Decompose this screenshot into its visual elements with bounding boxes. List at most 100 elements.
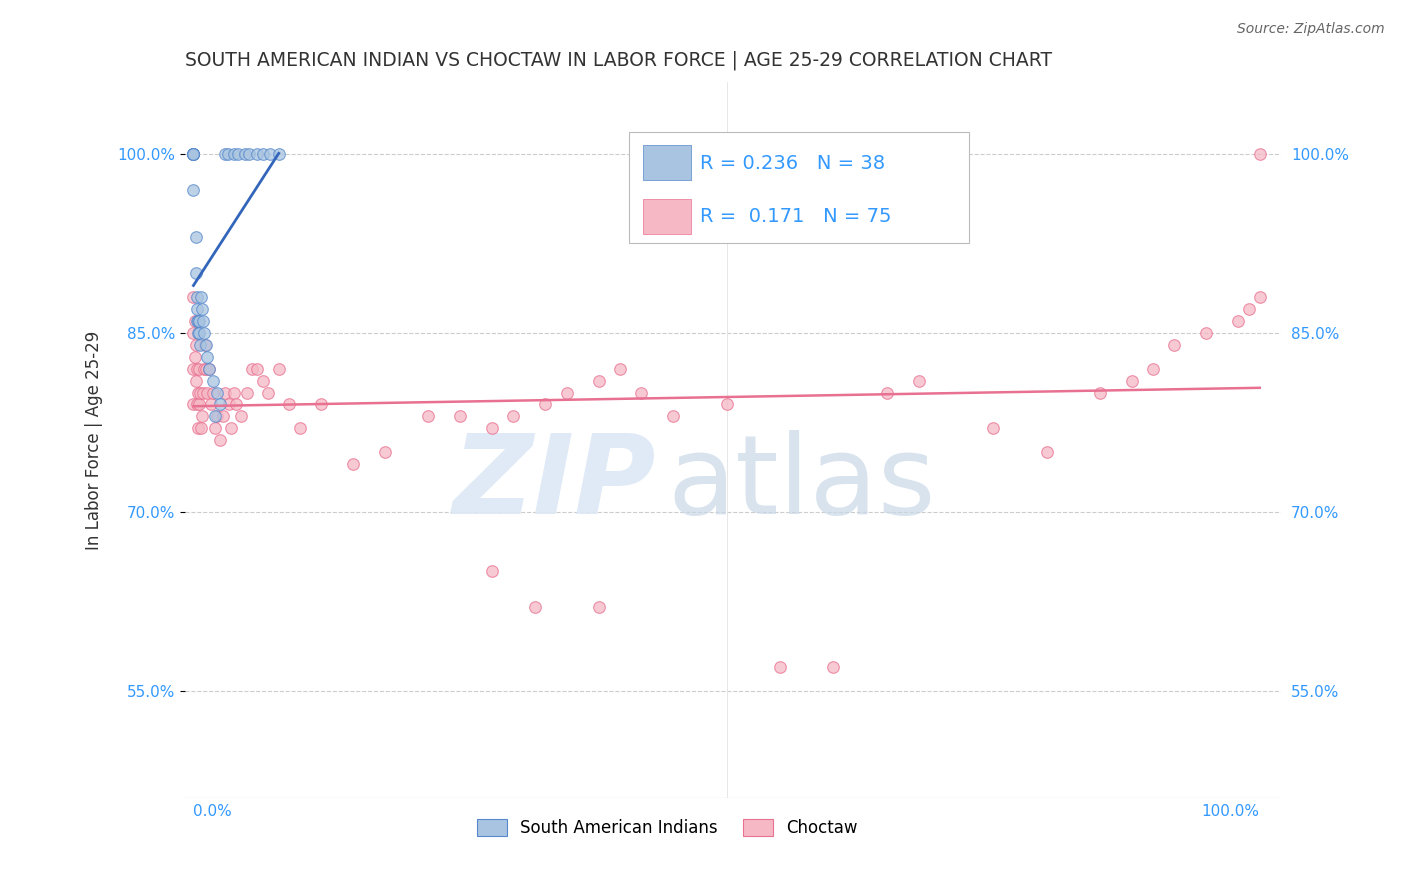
- Point: [188, 385, 211, 400]
- Point: [183, 350, 205, 364]
- Point: [193, 326, 215, 340]
- Text: Source: ZipAtlas.com: Source: ZipAtlas.com: [1237, 22, 1385, 37]
- Point: [588, 374, 610, 388]
- Point: [416, 409, 439, 424]
- Point: [201, 374, 224, 388]
- Point: [191, 409, 214, 424]
- Point: [481, 421, 503, 435]
- Point: [183, 147, 205, 161]
- Point: [246, 361, 269, 376]
- Point: [222, 147, 245, 161]
- Point: [907, 374, 929, 388]
- Point: [609, 361, 631, 376]
- Point: [716, 397, 738, 411]
- Text: SOUTH AMERICAN INDIAN VS CHOCTAW IN LABOR FORCE | AGE 25-29 CORRELATION CHART: SOUTH AMERICAN INDIAN VS CHOCTAW IN LABO…: [186, 51, 1052, 70]
- Point: [1142, 361, 1164, 376]
- Point: [876, 385, 898, 400]
- Point: [195, 361, 218, 376]
- Point: [184, 374, 207, 388]
- Point: [205, 409, 228, 424]
- Point: [1121, 374, 1143, 388]
- Point: [190, 421, 212, 435]
- Text: R =  0.171   N = 75: R = 0.171 N = 75: [700, 207, 891, 226]
- Point: [183, 147, 205, 161]
- Point: [769, 660, 792, 674]
- Point: [204, 421, 226, 435]
- Text: atlas: atlas: [668, 430, 936, 537]
- Point: [267, 361, 290, 376]
- Point: [257, 385, 280, 400]
- Point: [233, 147, 256, 161]
- Point: [188, 338, 211, 352]
- Point: [191, 301, 214, 316]
- Point: [981, 421, 1004, 435]
- Point: [662, 409, 685, 424]
- Point: [1237, 301, 1260, 316]
- Point: [217, 147, 239, 161]
- Point: [183, 290, 205, 304]
- Text: 100.0%: 100.0%: [1202, 804, 1260, 819]
- Point: [194, 338, 217, 352]
- Point: [205, 385, 228, 400]
- Point: [1088, 385, 1111, 400]
- Point: [195, 385, 218, 400]
- Point: [226, 147, 249, 161]
- FancyBboxPatch shape: [643, 145, 692, 180]
- Point: [238, 147, 260, 161]
- Point: [214, 147, 236, 161]
- Point: [267, 147, 290, 161]
- Point: [186, 397, 208, 411]
- Point: [195, 338, 218, 352]
- Y-axis label: In Labor Force | Age 25-29: In Labor Force | Age 25-29: [86, 331, 103, 549]
- Text: ZIP: ZIP: [453, 430, 657, 537]
- Point: [195, 350, 218, 364]
- Point: [183, 397, 205, 411]
- Point: [342, 457, 364, 471]
- Point: [259, 147, 281, 161]
- Point: [187, 326, 209, 340]
- Point: [198, 361, 221, 376]
- Point: [183, 147, 205, 161]
- Point: [823, 660, 845, 674]
- Point: [1035, 445, 1057, 459]
- Point: [186, 314, 208, 328]
- Point: [183, 147, 205, 161]
- Point: [193, 361, 215, 376]
- Point: [374, 445, 396, 459]
- Point: [1227, 314, 1250, 328]
- Point: [630, 385, 652, 400]
- Point: [449, 409, 471, 424]
- Point: [218, 397, 240, 411]
- Point: [187, 361, 209, 376]
- Point: [214, 385, 236, 400]
- Point: [200, 397, 222, 411]
- Point: [219, 421, 242, 435]
- Point: [187, 397, 209, 411]
- Point: [183, 147, 205, 161]
- Point: [184, 338, 207, 352]
- Point: [588, 600, 610, 615]
- Point: [190, 290, 212, 304]
- Point: [187, 385, 209, 400]
- Point: [534, 397, 557, 411]
- Point: [555, 385, 578, 400]
- Point: [523, 600, 546, 615]
- Point: [187, 314, 209, 328]
- Point: [183, 183, 205, 197]
- Point: [183, 147, 205, 161]
- Point: [187, 314, 209, 328]
- Point: [246, 147, 269, 161]
- Point: [1195, 326, 1218, 340]
- Point: [278, 397, 301, 411]
- Point: [201, 385, 224, 400]
- Point: [183, 361, 205, 376]
- Point: [225, 397, 247, 411]
- Point: [191, 385, 214, 400]
- Point: [240, 361, 263, 376]
- Point: [187, 326, 209, 340]
- Point: [311, 397, 333, 411]
- Point: [222, 385, 245, 400]
- Point: [212, 409, 235, 424]
- Point: [502, 409, 524, 424]
- Point: [1163, 338, 1185, 352]
